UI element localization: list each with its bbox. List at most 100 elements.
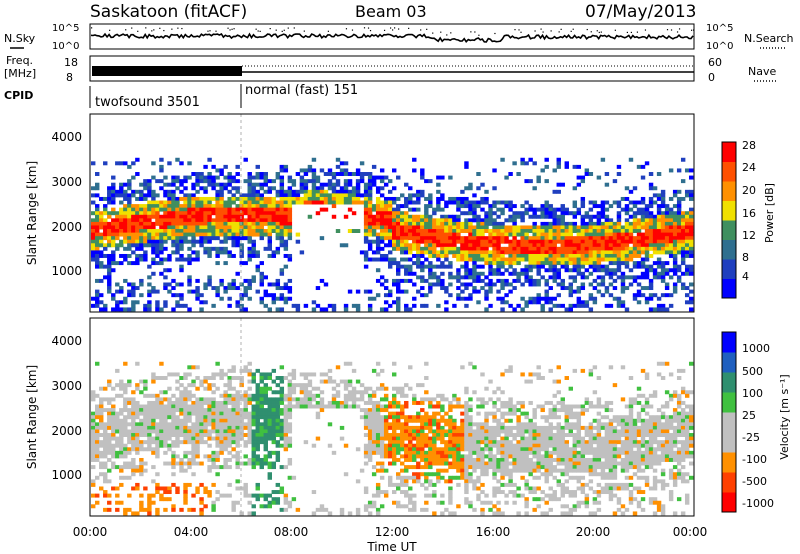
velocity-cell — [199, 429, 204, 434]
velocity-cell — [420, 447, 425, 452]
power-cell — [99, 264, 104, 269]
power-cell — [452, 221, 457, 226]
power-cell — [400, 278, 405, 283]
power-cell — [115, 243, 120, 248]
power-cell — [383, 243, 389, 248]
power-cell — [456, 232, 461, 237]
power-cell — [396, 264, 401, 269]
velocity-cell — [135, 447, 140, 452]
velocity-cell — [363, 425, 369, 430]
velocity-cell — [171, 440, 176, 445]
power-cell — [668, 303, 674, 308]
power-cell — [95, 214, 100, 219]
power-cell — [576, 253, 582, 258]
power-cell — [456, 246, 461, 251]
power-cell — [528, 179, 533, 184]
power-cell — [560, 182, 565, 187]
power-cell — [664, 286, 670, 291]
power-cell — [440, 193, 445, 198]
velocity-cell — [195, 429, 200, 434]
power-cell — [363, 236, 369, 241]
velocity-cell — [203, 408, 208, 413]
velocity-cell — [404, 429, 409, 434]
power-cell — [219, 214, 224, 219]
power-cell — [684, 189, 690, 194]
power-cell — [528, 278, 533, 283]
power-cell — [255, 229, 260, 233]
power-cell — [520, 229, 525, 233]
power-cell — [592, 257, 598, 262]
velocity-cell — [448, 443, 453, 448]
velocity-cell — [432, 429, 437, 434]
power-cell — [155, 221, 160, 226]
power-cell — [444, 214, 449, 219]
velocity-cell — [424, 422, 429, 427]
power-cell — [408, 268, 413, 273]
power-cell — [572, 186, 578, 191]
power-cell — [648, 264, 654, 269]
velocity-cell — [363, 422, 369, 427]
power-cell — [155, 236, 160, 241]
power-cell — [183, 204, 188, 209]
velocity-cell — [396, 504, 401, 509]
power-cell — [375, 186, 381, 191]
velocity-cell — [211, 376, 216, 380]
velocity-cell — [271, 433, 277, 437]
power-cell — [103, 211, 108, 216]
power-cell — [544, 207, 549, 212]
power-cell — [163, 257, 168, 262]
power-cell — [556, 293, 561, 298]
velocity-cell — [207, 411, 212, 416]
velocity-cell — [199, 383, 204, 388]
power-cell — [159, 257, 164, 262]
power-cell — [532, 161, 537, 166]
velocity-cell — [420, 436, 425, 441]
power-cell — [688, 225, 694, 230]
power-cell — [211, 196, 216, 201]
velocity-cell — [392, 361, 397, 366]
velocity-cell — [416, 443, 421, 448]
velocity-cell — [211, 411, 216, 416]
velocity-cell — [343, 383, 349, 388]
power-cell — [111, 200, 116, 205]
power-cell — [576, 164, 582, 169]
power-cell — [195, 182, 200, 187]
velocity-cell — [452, 457, 457, 462]
noise-search-dot — [209, 30, 211, 32]
power-cell — [271, 179, 277, 184]
power-cell — [191, 239, 196, 244]
velocity-cell — [119, 482, 124, 487]
power-cell — [211, 204, 216, 209]
power-cell — [235, 225, 240, 230]
power-cell — [287, 253, 293, 258]
velocity-cell — [428, 436, 433, 441]
power-cell — [656, 243, 662, 248]
velocity-cell — [424, 500, 429, 505]
power-cell — [596, 175, 602, 180]
velocity-cell — [99, 433, 104, 437]
power-cell — [656, 225, 662, 230]
power-cell — [580, 236, 586, 241]
power-cell — [456, 293, 461, 298]
power-cell — [524, 236, 529, 241]
velocity-cell — [107, 507, 112, 512]
power-cell — [652, 221, 658, 226]
power-cell — [660, 193, 666, 198]
power-cell — [516, 250, 521, 255]
velocity-cell — [408, 365, 413, 370]
power-cell — [400, 193, 405, 198]
velocity-cell — [123, 386, 128, 391]
velocity-cell — [452, 475, 457, 480]
velocity-cell — [396, 422, 401, 427]
power-cell — [488, 278, 493, 283]
power-cell — [540, 250, 545, 255]
velocity-cell — [392, 436, 397, 441]
power-cell — [319, 182, 325, 187]
power-cell — [247, 232, 252, 237]
power-cell — [151, 196, 156, 201]
power-cell — [536, 261, 541, 266]
velocity-cell — [383, 393, 389, 398]
power-cell — [251, 229, 256, 233]
power-cell — [676, 264, 682, 269]
velocity-cell — [396, 486, 401, 491]
